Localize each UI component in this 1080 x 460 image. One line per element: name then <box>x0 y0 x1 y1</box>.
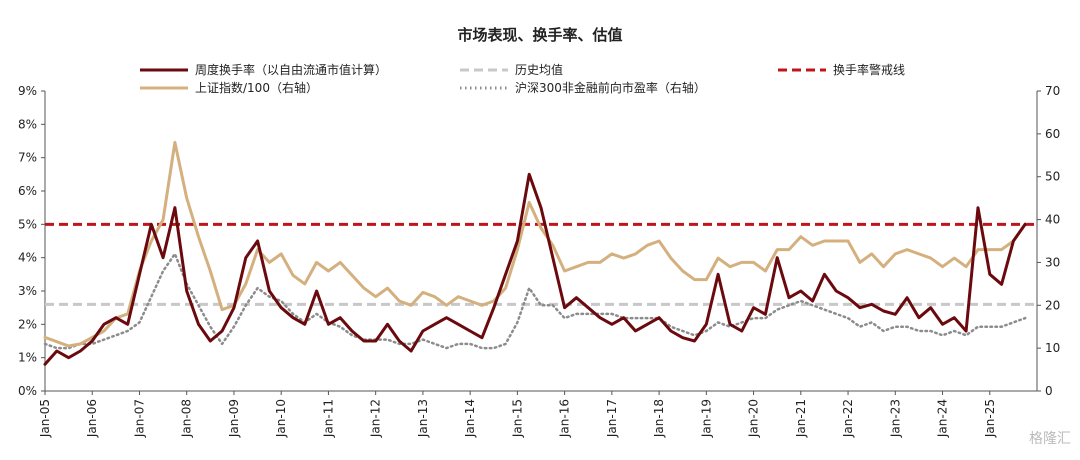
y2-tick-label: 10 <box>1045 341 1060 355</box>
x-tick-label: Jan-07 <box>132 399 146 438</box>
legend-label: 沪深300非金融前向市盈率（右轴） <box>515 80 706 95</box>
x-tick-label: Jan-09 <box>227 399 241 438</box>
y-tick-label: 3% <box>18 284 37 298</box>
x-tick-label: Jan-11 <box>321 399 335 438</box>
x-tick-label: Jan-24 <box>936 399 950 438</box>
x-tick-label: Jan-16 <box>558 399 572 438</box>
y-tick-label: 1% <box>18 351 37 365</box>
legend-label: 上证指数/100（右轴） <box>195 80 318 95</box>
series-line <box>43 140 1027 348</box>
legend-label: 换手率警戒线 <box>833 62 905 77</box>
y2-tick-label: 40 <box>1045 213 1060 227</box>
y-tick-label: 0% <box>18 384 37 398</box>
y2-tick-label: 60 <box>1045 127 1060 141</box>
y-tick-label: 2% <box>18 317 37 331</box>
x-tick-label: Jan-13 <box>416 399 430 438</box>
y-tick-label: 8% <box>18 117 37 131</box>
x-tick-label: Jan-05 <box>38 399 52 438</box>
x-tick-label: Jan-12 <box>369 399 383 438</box>
x-tick-label: Jan-15 <box>510 399 524 438</box>
legend-label: 周度换手率（以自由流通市值计算） <box>195 62 387 77</box>
x-tick-label: Jan-14 <box>463 399 477 438</box>
y2-tick-label: 30 <box>1045 255 1060 269</box>
x-tick-label: Jan-22 <box>841 399 855 438</box>
x-tick-label: Jan-25 <box>983 399 997 438</box>
y-tick-label: 6% <box>18 184 37 198</box>
x-tick-label: Jan-18 <box>652 399 666 438</box>
y-tick-label: 9% <box>18 84 37 98</box>
y-tick-label: 7% <box>18 151 37 165</box>
x-tick-label: Jan-19 <box>699 399 713 438</box>
y2-tick-label: 50 <box>1045 170 1060 184</box>
x-tick-label: Jan-08 <box>180 399 194 438</box>
y2-tick-label: 70 <box>1045 84 1060 98</box>
chart-title: 市场表现、换手率、估值 <box>457 26 622 44</box>
y-tick-label: 5% <box>18 217 37 231</box>
series-line <box>43 172 1027 366</box>
x-tick-label: Jan-21 <box>794 399 808 438</box>
series-line <box>43 252 1027 350</box>
x-tick-label: Jan-06 <box>85 399 99 438</box>
x-tick-label: Jan-10 <box>274 399 288 438</box>
y2-tick-label: 0 <box>1045 384 1053 398</box>
y-tick-label: 4% <box>18 251 37 265</box>
watermark: 格隆汇 <box>1029 431 1071 447</box>
x-tick-label: Jan-20 <box>747 399 761 438</box>
y2-tick-label: 20 <box>1045 298 1060 312</box>
x-tick-label: Jan-23 <box>888 399 902 438</box>
legend-label: 历史均值 <box>515 62 563 77</box>
x-tick-label: Jan-17 <box>605 399 619 438</box>
